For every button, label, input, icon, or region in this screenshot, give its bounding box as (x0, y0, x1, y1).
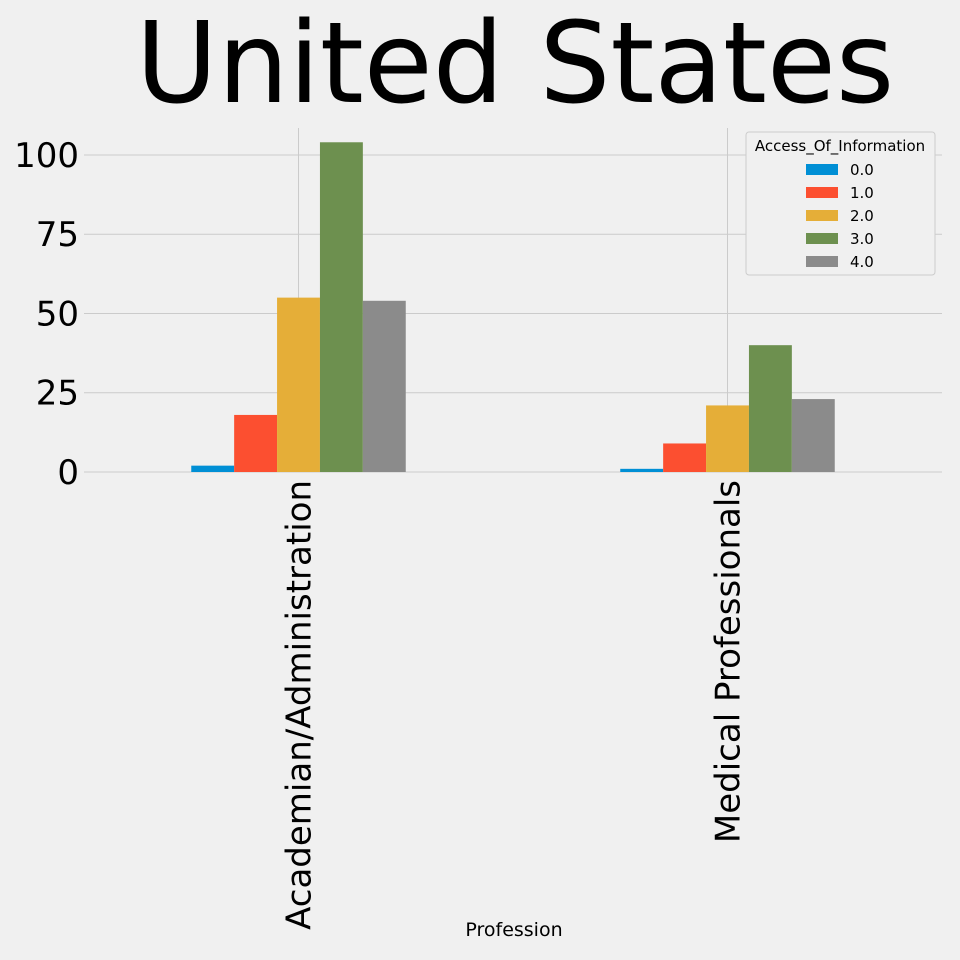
x-tick-label: Academian/Administration (280, 480, 320, 930)
y-tick-label: 100 (14, 136, 79, 176)
legend-swatch (806, 187, 838, 198)
y-tick-label: 75 (36, 215, 79, 255)
chart-title: United States (136, 0, 894, 129)
y-tick-label: 25 (36, 374, 79, 414)
legend-swatch (806, 210, 838, 221)
x-axis-label: Profession (465, 919, 562, 941)
legend-label: 2.0 (850, 207, 874, 225)
legend-items: 0.0 1.0 2.0 3.0 4.0 (806, 161, 874, 271)
bar (277, 297, 320, 472)
legend-label: 3.0 (850, 230, 874, 248)
bar (706, 405, 749, 472)
bar (191, 465, 235, 472)
legend-title: Access_Of_Information (755, 137, 925, 156)
legend-swatch (806, 164, 838, 175)
bar (234, 414, 278, 472)
bar (362, 300, 406, 472)
legend-label: 0.0 (850, 161, 874, 179)
legend-swatch (806, 256, 838, 267)
bar (319, 142, 363, 473)
legend-label: 1.0 (850, 184, 874, 202)
x-tick-labels: Academian/Administration Medical Professi… (280, 480, 749, 930)
legend-label: 4.0 (850, 253, 874, 271)
y-tick-label: 50 (36, 294, 79, 334)
bar (663, 443, 707, 472)
bar (620, 468, 664, 472)
legend-swatch (806, 233, 838, 244)
bar (748, 345, 792, 472)
legend: Access_Of_Information 0.0 1.0 2.0 3.0 4.0 (745, 131, 936, 276)
bar (791, 399, 835, 472)
legend-box (745, 131, 936, 276)
x-tick-label: Medical Professionals (709, 480, 749, 843)
y-tick-label: 0 (57, 453, 79, 493)
bars (191, 142, 835, 473)
y-tick-labels: 0 25 50 75 100 (14, 136, 79, 493)
